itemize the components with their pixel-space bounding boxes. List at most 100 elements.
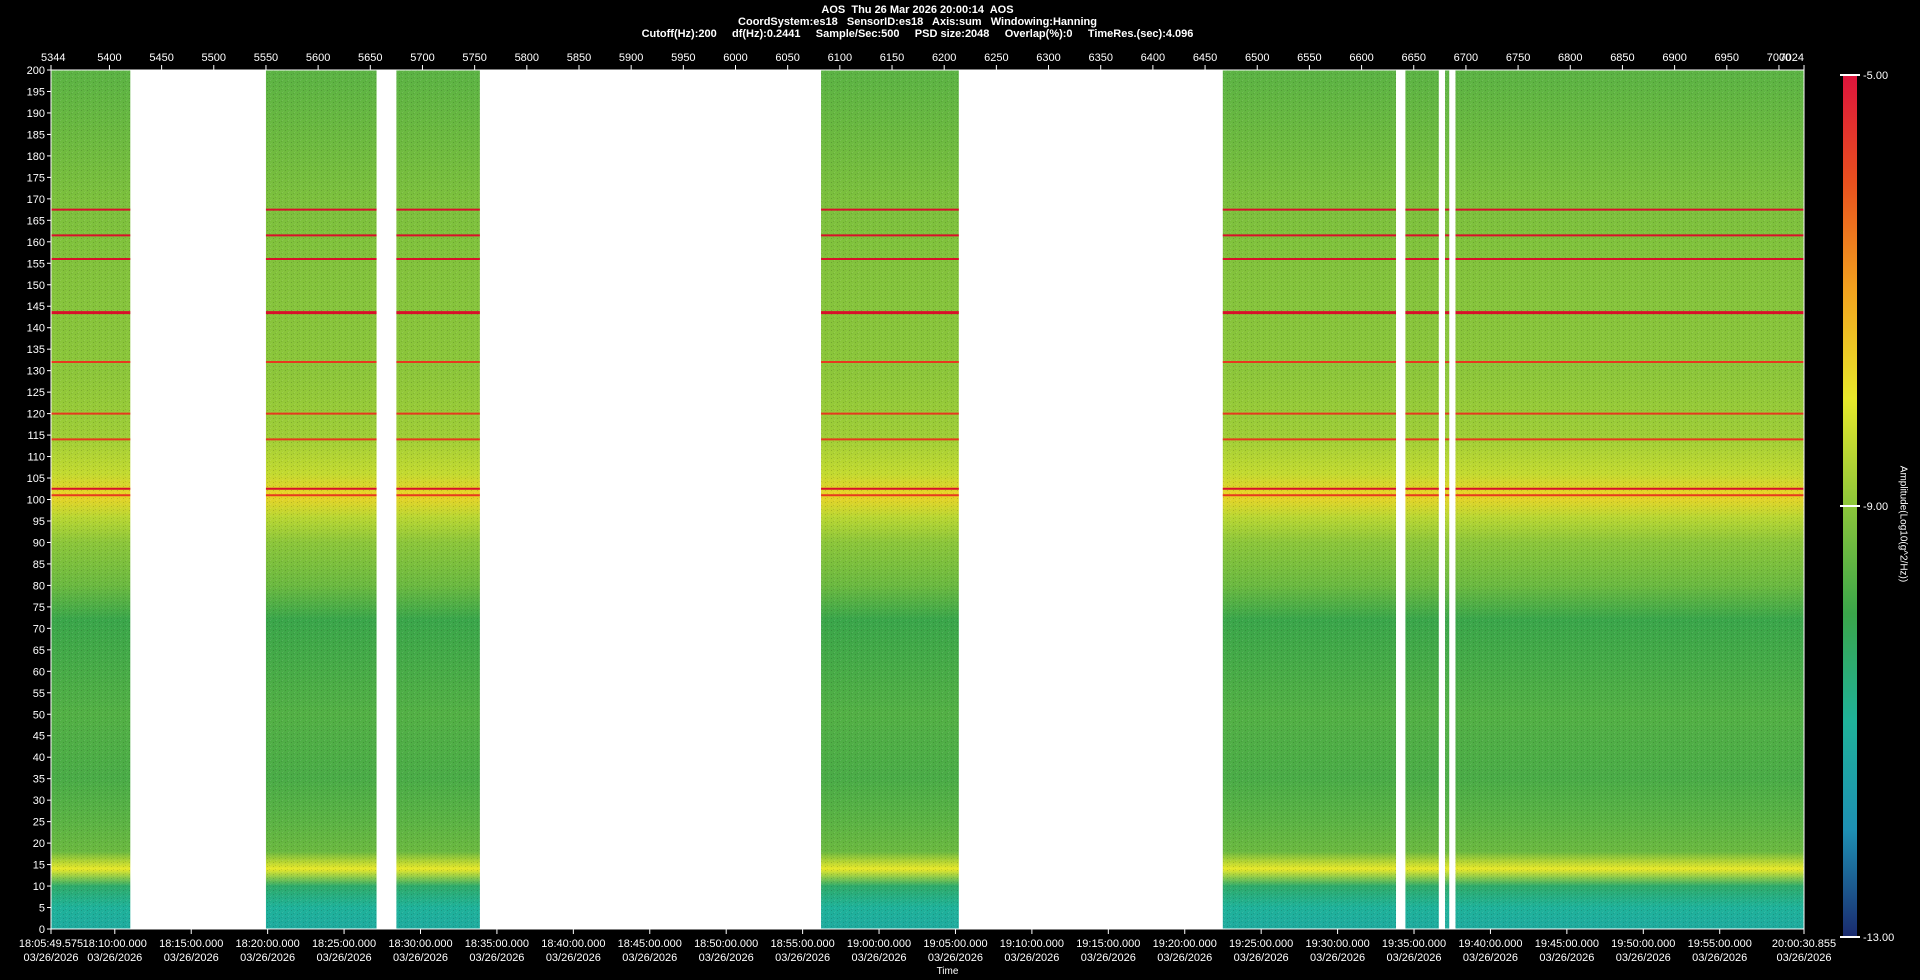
- top-axis-tick-label: 6550: [1297, 52, 1321, 64]
- x-axis-tick-time: 19:10:00.000: [1000, 938, 1064, 950]
- top-axis-tick-label: 5700: [410, 52, 434, 64]
- top-axis-tick-label: 6050: [775, 52, 799, 64]
- top-axis-tick-label: 7000: [1767, 52, 1791, 64]
- x-axis-tick-date: 03/26/2026: [164, 952, 219, 964]
- y-axis-tick-label: 60: [33, 666, 45, 678]
- x-axis-tick-date: 03/26/2026: [1776, 952, 1831, 964]
- x-axis-tick-time: 19:55:00.000: [1688, 938, 1752, 950]
- data-segment-5: [1222, 70, 1397, 929]
- y-axis-tick-label: 95: [33, 516, 45, 528]
- top-axis-tick-label: 6500: [1245, 52, 1269, 64]
- x-axis-tick-date: 03/26/2026: [1692, 952, 1747, 964]
- top-axis-tick-label: 5850: [567, 52, 591, 64]
- top-axis-tick-label: 6200: [932, 52, 956, 64]
- y-axis-tick-label: 90: [33, 537, 45, 549]
- chart-subtitle-config: CoordSystem:es18 SensorID:es18 Axis:sum …: [738, 16, 1097, 28]
- segment-texture: [396, 70, 480, 929]
- x-axis-tick-date: 03/26/2026: [1234, 952, 1289, 964]
- segment-texture: [1222, 70, 1397, 929]
- top-axis-tick-label: 6250: [984, 52, 1008, 64]
- segment-texture: [1455, 70, 1804, 929]
- y-axis-tick-label: 100: [27, 495, 45, 507]
- colorbar-tick-label: -9.00: [1863, 501, 1888, 513]
- y-axis-tick-label: 70: [33, 623, 45, 635]
- y-axis-tick-label: 25: [33, 817, 45, 829]
- y-axis-tick-label: 115: [27, 430, 45, 442]
- top-axis-tick-label: 6400: [1141, 52, 1165, 64]
- top-axis-tick-label: 6800: [1558, 52, 1582, 64]
- segment-texture: [1445, 70, 1450, 929]
- y-axis-tick-label: 160: [27, 237, 45, 249]
- y-axis-tick-label: 180: [27, 151, 45, 163]
- colorbar-label: Amplitude(Log10(g^2/Hz)): [1897, 465, 1909, 583]
- x-axis-tick-date: 03/26/2026: [393, 952, 448, 964]
- data-segment-7: [1445, 70, 1450, 929]
- chart-subtitle-params: Cutoff(Hz):200 df(Hz):0.2441 Sample/Sec:…: [641, 28, 1194, 40]
- top-axis-tick-label: 5750: [462, 52, 486, 64]
- y-axis-tick-label: 130: [27, 366, 45, 378]
- x-axis-tick-time: 19:15:00.000: [1076, 938, 1140, 950]
- y-axis-tick-label: 175: [27, 172, 45, 184]
- x-axis-tick-time: 18:05:49.575: [19, 938, 83, 950]
- top-axis-tick-label: 5400: [97, 52, 121, 64]
- y-axis-tick-label: 5: [39, 903, 45, 915]
- data-segment-6: [1405, 70, 1439, 929]
- x-axis-tick-time: 19:40:00.000: [1458, 938, 1522, 950]
- y-axis-tick-label: 50: [33, 709, 45, 721]
- x-axis-tick-time: 18:30:00.000: [388, 938, 452, 950]
- y-axis-tick-label: 140: [27, 323, 45, 335]
- y-axis-tick-label: 120: [27, 409, 45, 421]
- top-axis-tick-label: 6350: [1088, 52, 1112, 64]
- x-axis-tick-time: 20:00:30.855: [1772, 938, 1836, 950]
- top-axis-tick-label: 5550: [254, 52, 278, 64]
- y-axis-tick-label: 80: [33, 580, 45, 592]
- x-axis-tick-time: 18:45:00.000: [618, 938, 682, 950]
- x-axis-tick-date: 03/26/2026: [852, 952, 907, 964]
- top-axis-tick-label: 5950: [671, 52, 695, 64]
- y-axis-tick-label: 195: [27, 86, 45, 98]
- x-axis-tick-date: 03/26/2026: [87, 952, 142, 964]
- top-axis-tick-label: 5344: [41, 52, 65, 64]
- y-axis-tick-label: 85: [33, 559, 45, 571]
- top-axis-tick-label: 5900: [619, 52, 643, 64]
- x-axis-tick-time: 18:50:00.000: [694, 938, 758, 950]
- y-axis-tick-label: 0: [39, 924, 45, 936]
- top-axis-tick-label: 6900: [1662, 52, 1686, 64]
- x-axis-tick-date: 03/26/2026: [699, 952, 754, 964]
- y-axis-tick-label: 65: [33, 645, 45, 657]
- x-axis-title: Time: [937, 966, 959, 977]
- y-axis-tick-label: 15: [33, 860, 45, 872]
- x-axis-tick-date: 03/26/2026: [928, 952, 983, 964]
- x-axis-tick-time: 18:10:00.000: [83, 938, 147, 950]
- top-axis-tick-label: 7024: [1780, 52, 1804, 64]
- x-axis-tick-date: 03/26/2026: [1004, 952, 1059, 964]
- x-axis-tick-time: 19:05:00.000: [923, 938, 987, 950]
- y-axis-tick-label: 200: [27, 65, 45, 77]
- data-segment-2: [265, 70, 377, 929]
- y-axis-tick-label: 110: [27, 452, 45, 464]
- y-axis: 0 5 10 15 20 25 30 35 40 45 50 55 60 65 70 75 80 85 90 95 10…: [27, 65, 51, 936]
- x-axis-tick-time: 18:25:00.000: [312, 938, 376, 950]
- x-axis-tick-date: 03/26/2026: [622, 952, 677, 964]
- x-axis-tick-time: 18:15:00.000: [159, 938, 223, 950]
- data-segment-1: [51, 70, 131, 929]
- colorbar: -5.00 -9.00 -13.00: [1840, 70, 1894, 944]
- y-axis-tick-label: 55: [33, 688, 45, 700]
- data-segments: [51, 70, 1804, 929]
- top-axis-tick-label: 6450: [1193, 52, 1217, 64]
- x-axis-tick-time: 18:20:00.000: [236, 938, 300, 950]
- y-axis-tick-label: 145: [27, 301, 45, 313]
- data-segment-4: [821, 70, 959, 929]
- x-axis-tick-date: 03/26/2026: [1463, 952, 1518, 964]
- top-axis-tick-label: 6600: [1349, 52, 1373, 64]
- y-axis-tick-label: 170: [27, 194, 45, 206]
- x-axis-tick-time: 18:35:00.000: [465, 938, 529, 950]
- top-axis-tick-label: 6650: [1402, 52, 1426, 64]
- y-axis-tick-label: 75: [33, 602, 45, 614]
- y-axis-tick-label: 190: [27, 108, 45, 120]
- chart-title: AOS Thu 26 Mar 2026 20:00:14 AOS: [821, 4, 1014, 16]
- x-axis-tick-time: 19:30:00.000: [1305, 938, 1369, 950]
- data-segment-3: [396, 70, 480, 929]
- top-axis-tick-label: 6100: [828, 52, 852, 64]
